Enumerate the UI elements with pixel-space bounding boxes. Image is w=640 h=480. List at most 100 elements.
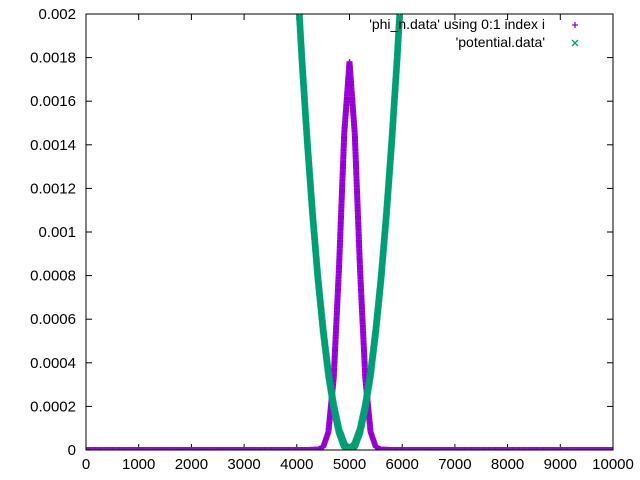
- x-tick-label: 3000: [227, 456, 260, 473]
- data-point: [414, 447, 421, 450]
- data-point: [269, 447, 276, 450]
- data-point: [217, 447, 224, 450]
- data-point: [245, 447, 252, 450]
- data-point: [132, 447, 139, 450]
- data-point: [140, 447, 147, 450]
- data-point: [166, 447, 173, 450]
- data-point: [160, 447, 167, 450]
- data-point: [93, 447, 100, 450]
- data-point: [126, 447, 133, 450]
- data-point: [242, 447, 249, 450]
- data-point: [484, 447, 491, 450]
- data-point: [483, 447, 490, 450]
- data-point: [396, 447, 403, 450]
- data-point: [279, 447, 286, 450]
- data-point: [181, 447, 188, 450]
- data-point: [492, 447, 499, 450]
- data-point: [566, 447, 573, 450]
- legend-marker-phi: [572, 22, 578, 28]
- data-point: [496, 447, 503, 450]
- data-point: [138, 447, 145, 450]
- data-point: [238, 447, 245, 450]
- data-point: [200, 447, 207, 450]
- data-point: [189, 447, 196, 450]
- data-point: [88, 447, 95, 450]
- data-point: [285, 447, 292, 450]
- data-point: [104, 447, 111, 450]
- data-point: [432, 447, 439, 450]
- data-point: [584, 447, 591, 450]
- data-point: [164, 447, 171, 450]
- data-point: [419, 447, 426, 450]
- data-point: [196, 447, 203, 450]
- data-point: [117, 447, 124, 450]
- data-point: [195, 447, 202, 450]
- data-point: [287, 447, 294, 450]
- data-point: [100, 447, 107, 450]
- data-point: [545, 447, 552, 450]
- data-point: [220, 447, 227, 450]
- data-point: [191, 447, 198, 450]
- data-point: [229, 447, 236, 450]
- data-point: [255, 447, 262, 450]
- data-point: [202, 447, 209, 450]
- data-point: [592, 447, 599, 450]
- data-point: [226, 447, 233, 450]
- data-point: [187, 447, 194, 450]
- data-point: [214, 447, 221, 450]
- data-point: [190, 447, 197, 450]
- data-point: [135, 447, 142, 450]
- data-point: [604, 447, 611, 450]
- data-point: [607, 447, 613, 450]
- data-point: [116, 447, 123, 450]
- data-point: [291, 447, 298, 450]
- data-point: [231, 447, 238, 450]
- data-point: [439, 447, 446, 450]
- data-point: [421, 447, 428, 450]
- data-point: [97, 447, 104, 450]
- y-tick-label: 0.002: [38, 6, 76, 23]
- y-axis-ticks: 0 0.0002 0.0004 0.0006 0.0008 0.001 0.0012 0.00…: [30, 6, 613, 459]
- data-point: [170, 447, 177, 450]
- data-point: [182, 447, 189, 450]
- data-point: [526, 447, 533, 450]
- data-point: [504, 447, 511, 450]
- data-point: [158, 447, 165, 450]
- y-tick-label: 0.0002: [30, 398, 76, 415]
- data-point: [550, 447, 557, 450]
- data-point: [406, 447, 413, 450]
- data-point: [520, 447, 527, 450]
- data-point: [524, 447, 531, 450]
- data-point: [587, 447, 594, 450]
- series-0: [86, 58, 613, 450]
- data-point: [253, 447, 260, 450]
- data-point: [144, 447, 151, 450]
- data-point: [551, 447, 558, 450]
- data-point: [112, 447, 119, 450]
- data-point: [123, 447, 130, 450]
- x-tick-label: 7000: [438, 456, 471, 473]
- data-point: [426, 447, 433, 450]
- data-point: [396, 14, 403, 21]
- data-point: [280, 447, 287, 450]
- data-point: [274, 447, 281, 450]
- data-point: [477, 447, 484, 450]
- data-point: [408, 447, 415, 450]
- data-point: [501, 447, 508, 450]
- data-point: [552, 447, 559, 450]
- data-point: [197, 447, 204, 450]
- data-point: [411, 447, 418, 450]
- data-point: [209, 447, 216, 450]
- data-point: [154, 447, 161, 450]
- data-point: [528, 447, 535, 450]
- data-point: [256, 447, 263, 450]
- data-point: [431, 447, 438, 450]
- data-point: [412, 447, 419, 450]
- data-point: [588, 447, 595, 450]
- data-point: [184, 447, 191, 450]
- data-point: [266, 447, 273, 450]
- plot-border: [85, 13, 614, 451]
- data-point: [474, 447, 481, 450]
- data-point: [581, 447, 588, 450]
- data-point: [532, 447, 539, 450]
